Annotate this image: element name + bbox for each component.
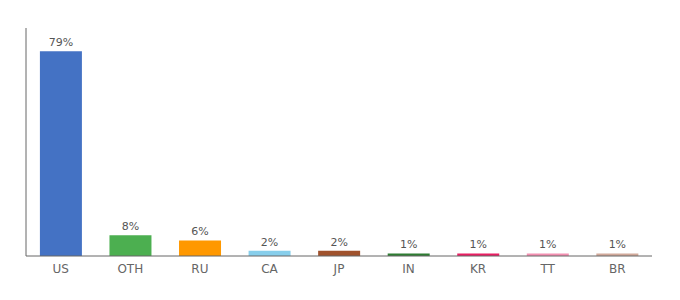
- svg-text:RU: RU: [191, 262, 208, 276]
- svg-text:CA: CA: [261, 262, 278, 276]
- svg-text:1%: 1%: [470, 238, 487, 251]
- svg-text:BR: BR: [609, 262, 626, 276]
- svg-text:US: US: [53, 262, 69, 276]
- svg-text:6%: 6%: [191, 225, 208, 238]
- svg-text:1%: 1%: [609, 238, 626, 251]
- svg-text:IN: IN: [402, 262, 415, 276]
- svg-text:1%: 1%: [400, 238, 417, 251]
- svg-text:JP: JP: [333, 262, 345, 276]
- svg-text:79%: 79%: [49, 36, 73, 49]
- svg-text:2%: 2%: [261, 236, 278, 249]
- svg-text:2%: 2%: [330, 236, 347, 249]
- svg-text:TT: TT: [539, 262, 555, 276]
- svg-text:8%: 8%: [122, 220, 139, 233]
- svg-text:1%: 1%: [539, 238, 556, 251]
- svg-text:OTH: OTH: [117, 262, 143, 276]
- svg-text:KR: KR: [470, 262, 486, 276]
